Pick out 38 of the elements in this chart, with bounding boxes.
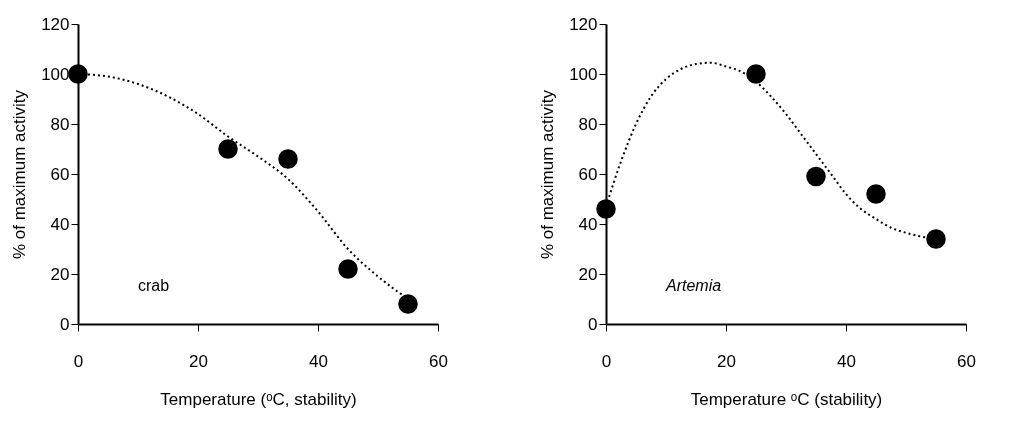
x-axis-title: Temperature (ᵒC, stability) — [160, 389, 357, 409]
y-tick-label: 120 — [41, 14, 70, 34]
x-axis-title: Temperature ᵒC (stability) — [690, 389, 883, 409]
y-axis-title: % of maximum activity — [538, 89, 558, 260]
y-tick-label: 60 — [50, 164, 70, 184]
point — [746, 64, 766, 84]
point — [596, 199, 616, 219]
x-tick-label: 40 — [309, 351, 328, 371]
point — [278, 149, 298, 169]
point — [866, 184, 886, 204]
x-tick-label: 60 — [429, 351, 448, 371]
point — [926, 229, 946, 249]
point — [218, 139, 238, 159]
y-tick-label: 100 — [569, 64, 598, 84]
y-tick-label: 20 — [578, 264, 598, 284]
y-tick-label: 120 — [569, 14, 598, 34]
point — [398, 294, 418, 314]
y-tick-label: 100 — [41, 64, 70, 84]
y-tick-label: 60 — [578, 164, 598, 184]
point — [68, 64, 88, 84]
y-tick-label: 20 — [50, 264, 70, 284]
x-tick-label: 20 — [189, 351, 208, 371]
y-tick-label: 80 — [578, 114, 598, 134]
y-tick-label: 80 — [50, 114, 70, 134]
annotation: Artemia — [665, 277, 722, 294]
y-tick-label: 40 — [50, 214, 70, 234]
y-tick-label: 40 — [578, 214, 598, 234]
y-axis-title: % of maximum activity — [10, 89, 30, 260]
y-tick-label: 0 — [60, 314, 70, 334]
y-tick-label: 0 — [588, 314, 598, 334]
x-tick-label: 20 — [717, 351, 736, 371]
x-tick-label: 0 — [601, 351, 612, 371]
point — [338, 259, 358, 279]
x-tick-label: 60 — [957, 351, 976, 371]
annotation: crab — [138, 277, 170, 294]
point — [806, 166, 826, 187]
x-tick-label: 0 — [73, 351, 84, 371]
x-tick-label: 40 — [837, 351, 856, 371]
